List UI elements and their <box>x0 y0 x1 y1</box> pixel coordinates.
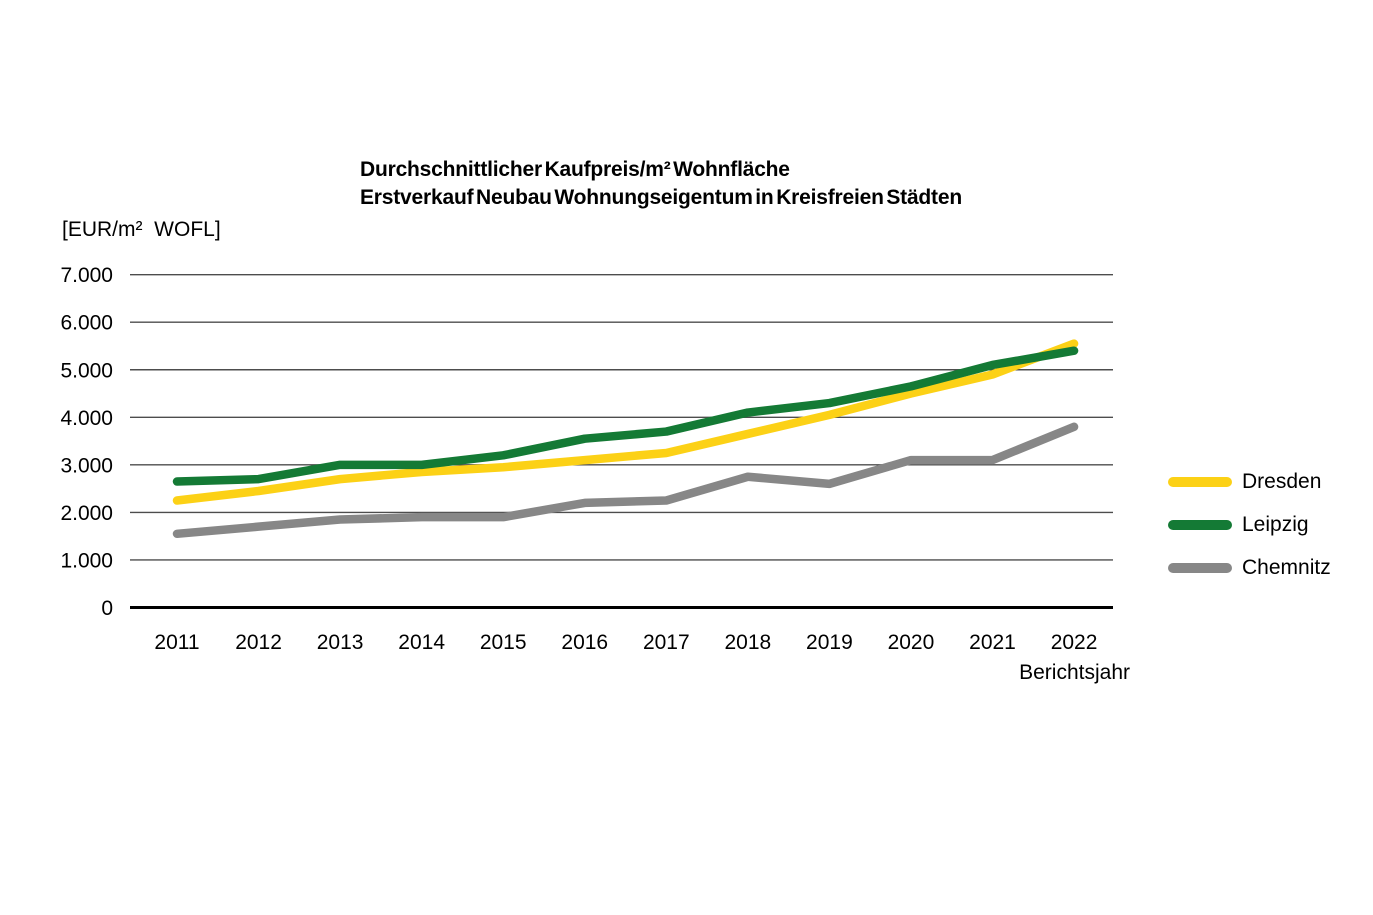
y-tick-label: 1.000 <box>60 549 113 572</box>
legend-item-dresden: Dresden <box>1168 470 1331 494</box>
legend: Dresden Leipzig Chemnitz <box>1168 470 1331 580</box>
y-tick-label: 3.000 <box>60 454 113 477</box>
series-line-chemnitz <box>172 422 1079 539</box>
x-tick-label: 2012 <box>235 631 282 654</box>
y-tick-label: 7.000 <box>60 264 113 287</box>
legend-label: Chemnitz <box>1242 556 1331 579</box>
legend-item-leipzig: Leipzig <box>1168 513 1331 537</box>
series-line-dresden <box>172 339 1079 505</box>
x-tick-label: 2011 <box>154 631 199 654</box>
y-tick-label: 5.000 <box>60 359 113 382</box>
legend-item-chemnitz: Chemnitz <box>1168 556 1331 580</box>
x-tick-label: 2014 <box>398 631 445 654</box>
x-tick-label: 2018 <box>724 631 771 654</box>
x-tick-label: 2022 <box>1051 631 1098 654</box>
x-tick-label: 2016 <box>561 631 608 654</box>
x-tick-label: 2021 <box>969 631 1016 654</box>
y-tick-label: 2.000 <box>60 502 113 525</box>
legend-swatch-chemnitz <box>1168 563 1232 573</box>
x-tick-label: 2020 <box>888 631 935 654</box>
series-line-leipzig <box>172 346 1079 486</box>
y-tick-labels: 7.000 6.000 5.000 4.000 3.000 2.000 1.000 0 <box>60 264 113 620</box>
legend-swatch-leipzig <box>1168 520 1232 530</box>
x-tick-label: 2019 <box>806 631 853 654</box>
chart-title: Durchschnittlicher Kaufpreis/m² Wohnfläc… <box>360 156 962 212</box>
legend-label: Leipzig <box>1242 513 1309 536</box>
chart-title-line2: Erstverkauf Neubau Wohnungseigentum in K… <box>360 186 962 209</box>
x-tick-label: 2015 <box>480 631 527 654</box>
series-lines <box>172 339 1079 539</box>
x-tick-label: 2013 <box>317 631 364 654</box>
gridlines <box>130 273 1113 609</box>
legend-label: Dresden <box>1242 470 1322 493</box>
chart-title-line1: Durchschnittlicher Kaufpreis/m² Wohnfläc… <box>360 158 790 181</box>
legend-swatch-dresden <box>1168 477 1232 487</box>
y-tick-label: 6.000 <box>60 312 113 335</box>
y-tick-label: 4.000 <box>60 407 113 430</box>
y-tick-label: 0 <box>101 597 113 620</box>
x-axis-title: Berichtsjahr <box>1019 661 1130 684</box>
x-tick-label: 2017 <box>643 631 690 654</box>
x-tick-labels: 2011 2012 2013 2014 2015 2016 2017 2018 2019 2020… <box>154 631 1097 654</box>
y-axis-unit-label: [EUR/m² WOFL] <box>62 218 221 241</box>
